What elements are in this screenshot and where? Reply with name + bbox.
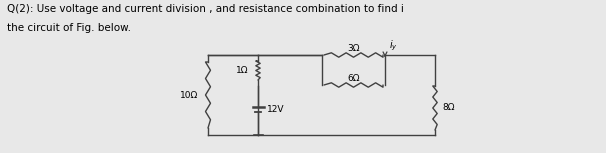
- Text: Q(2): Use voltage and current division , and resistance combination to find i: Q(2): Use voltage and current division ,…: [7, 4, 404, 13]
- Text: 10Ω: 10Ω: [181, 91, 199, 99]
- Text: the circuit of Fig. below.: the circuit of Fig. below.: [7, 23, 131, 33]
- Text: 3Ω: 3Ω: [347, 44, 360, 53]
- Text: 1Ω: 1Ω: [236, 66, 248, 75]
- Text: 12V: 12V: [267, 104, 284, 114]
- Text: 6Ω: 6Ω: [347, 74, 360, 83]
- Text: 8Ω: 8Ω: [443, 103, 455, 112]
- Text: $i_y$: $i_y$: [389, 38, 398, 52]
